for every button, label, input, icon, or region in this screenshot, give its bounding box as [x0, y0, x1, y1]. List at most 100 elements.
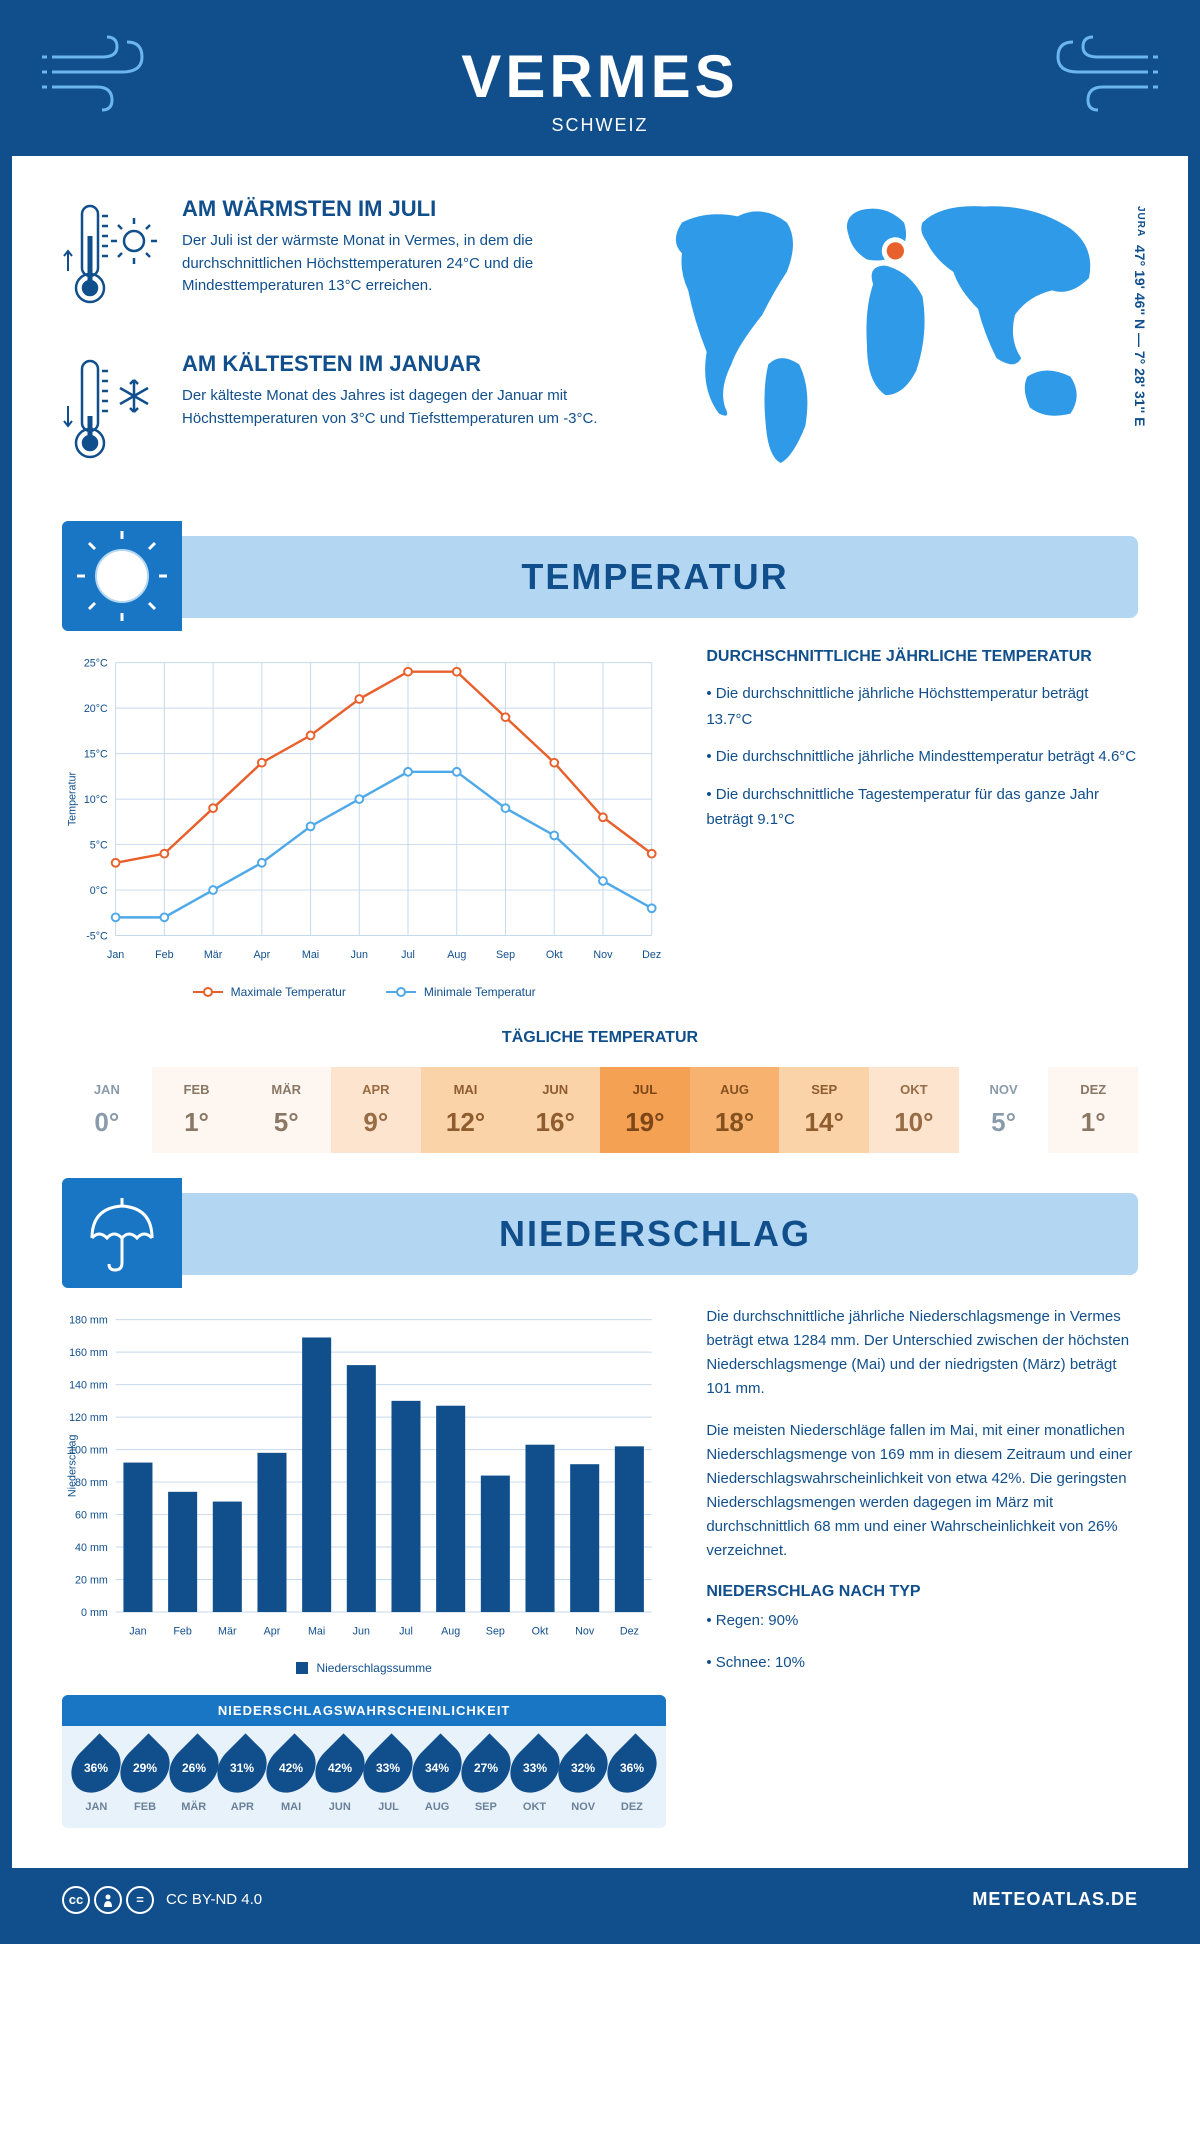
daily-temp-cell: JUN16° [510, 1067, 600, 1153]
daily-temp-cell: MAI12° [421, 1067, 511, 1153]
temp-bullet: • Die durchschnittliche jährliche Höchst… [706, 681, 1138, 732]
prob-cell: 27%SEP [462, 1741, 511, 1813]
page-header: VERMES SCHWEIZ [12, 12, 1188, 156]
warmest-title: AM WÄRMSTEN IM JULI [182, 196, 605, 222]
precipitation-section-header: NIEDERSCHLAG [62, 1193, 1138, 1275]
coldest-text: Der kälteste Monat des Jahres ist dagege… [182, 385, 605, 430]
thermometer-hot-icon [62, 196, 162, 321]
wind-icon [42, 32, 162, 117]
svg-text:Okt: Okt [532, 1625, 549, 1637]
svg-text:0 mm: 0 mm [81, 1607, 108, 1619]
svg-text:Okt: Okt [546, 949, 563, 961]
prob-cell: 33%JUL [364, 1741, 413, 1813]
precipitation-heading: NIEDERSCHLAG [202, 1213, 1108, 1255]
cc-license-icons: cc = [62, 1886, 154, 1914]
svg-text:0°C: 0°C [90, 885, 108, 897]
svg-text:120 mm: 120 mm [69, 1412, 108, 1424]
svg-text:80 mm: 80 mm [75, 1477, 108, 1489]
svg-text:Nov: Nov [575, 1625, 595, 1637]
prob-cell: 26%MÄR [169, 1741, 218, 1813]
site-name: METEOATLAS.DE [972, 1889, 1138, 1910]
svg-text:Apr: Apr [264, 1625, 281, 1637]
precipitation-probability-box: NIEDERSCHLAGSWAHRSCHEINLICHKEIT 36%JAN29… [62, 1695, 666, 1828]
svg-text:Feb: Feb [155, 949, 174, 961]
daily-temp-cell: SEP14° [779, 1067, 869, 1153]
temp-info-heading: DURCHSCHNITTLICHE JÄHRLICHE TEMPERATUR [706, 648, 1138, 666]
warmest-fact: AM WÄRMSTEN IM JULI Der Juli ist der wär… [62, 196, 605, 321]
svg-text:Mär: Mär [218, 1625, 237, 1637]
prob-cell: 42%MAI [267, 1741, 316, 1813]
page-footer: cc = CC BY-ND 4.0 METEOATLAS.DE [12, 1868, 1188, 1932]
precip-snow: • Schnee: 10% [706, 1651, 1138, 1675]
prob-heading: NIEDERSCHLAGSWAHRSCHEINLICHKEIT [62, 1695, 666, 1726]
wind-icon [1038, 32, 1158, 117]
daily-temp-cell: JUL19° [600, 1067, 690, 1153]
daily-temp-cell: JAN0° [62, 1067, 152, 1153]
thermometer-cold-icon [62, 351, 162, 476]
daily-temp-cell: MÄR5° [241, 1067, 331, 1153]
svg-text:180 mm: 180 mm [69, 1314, 108, 1326]
svg-text:Dez: Dez [620, 1625, 639, 1637]
prob-cell: 34%AUG [413, 1741, 462, 1813]
svg-text:160 mm: 160 mm [69, 1347, 108, 1359]
legend-max: .legend-item:nth-child(1) .legend-line::… [193, 985, 346, 999]
legend-precip: Niederschlagssumme [296, 1661, 431, 1675]
svg-text:Jun: Jun [351, 949, 368, 961]
temperature-section-header: TEMPERATUR [62, 536, 1138, 618]
svg-text:Apr: Apr [253, 949, 270, 961]
svg-text:Nov: Nov [593, 949, 613, 961]
svg-text:25°C: 25°C [84, 658, 108, 670]
svg-text:10°C: 10°C [84, 794, 108, 806]
prob-cell: 31%APR [218, 1741, 267, 1813]
world-map-icon [645, 196, 1138, 446]
svg-text:60 mm: 60 mm [75, 1509, 108, 1521]
svg-text:20°C: 20°C [84, 703, 108, 715]
coldest-fact: AM KÄLTESTEN IM JANUAR Der kälteste Mona… [62, 351, 605, 476]
daily-temp-cell: APR9° [331, 1067, 421, 1153]
daily-temp-heading: TÄGLICHE TEMPERATUR [62, 1029, 1138, 1047]
daily-temp-cell: FEB1° [152, 1067, 242, 1153]
intro-section: AM WÄRMSTEN IM JULI Der Juli ist der wär… [12, 156, 1188, 536]
precipitation-info: Die durchschnittliche jährliche Niedersc… [706, 1305, 1138, 1828]
svg-text:Jul: Jul [399, 1625, 413, 1637]
svg-text:Niederschlag: Niederschlag [67, 1434, 79, 1497]
prob-cell: 29%FEB [121, 1741, 170, 1813]
precipitation-bar-chart: 0 mm20 mm40 mm60 mm80 mm100 mm120 mm140 … [62, 1305, 666, 1675]
svg-text:Mär: Mär [204, 949, 223, 961]
daily-temp-cell: AUG18° [690, 1067, 780, 1153]
prob-cell: 36%DEZ [608, 1741, 657, 1813]
svg-text:40 mm: 40 mm [75, 1542, 108, 1554]
svg-text:20 mm: 20 mm [75, 1574, 108, 1586]
precip-rain: • Regen: 90% [706, 1609, 1138, 1633]
prob-cell: 36%JAN [72, 1741, 121, 1813]
svg-text:Jun: Jun [353, 1625, 370, 1637]
svg-text:Jan: Jan [129, 1625, 146, 1637]
svg-text:140 mm: 140 mm [69, 1379, 108, 1391]
svg-text:Sep: Sep [496, 949, 515, 961]
svg-text:Aug: Aug [441, 1625, 460, 1637]
coldest-title: AM KÄLTESTEN IM JANUAR [182, 351, 605, 377]
svg-text:Jul: Jul [401, 949, 415, 961]
daily-temp-cell: NOV5° [959, 1067, 1049, 1153]
prob-cell: 33%OKT [510, 1741, 559, 1813]
svg-text:15°C: 15°C [84, 748, 108, 760]
location-country: SCHWEIZ [32, 115, 1168, 136]
precip-para-2: Die meisten Niederschläge fallen im Mai,… [706, 1419, 1138, 1563]
precip-type-heading: NIEDERSCHLAG NACH TYP [706, 1583, 1138, 1601]
svg-text:Mai: Mai [302, 949, 319, 961]
daily-temperature-table: TÄGLICHE TEMPERATUR JAN0°FEB1°MÄR5°APR9°… [12, 1029, 1188, 1193]
prob-cell: 42%JUN [315, 1741, 364, 1813]
temperature-line-chart: -5°C0°C5°C10°C15°C20°C25°CJanFebMärAprMa… [62, 648, 666, 999]
svg-text:Mai: Mai [308, 1625, 325, 1637]
warmest-text: Der Juli ist der wärmste Monat in Vermes… [182, 230, 605, 298]
sun-icon [62, 521, 182, 631]
legend-min: .legend-item:nth-child(2) .legend-line::… [386, 985, 536, 999]
temp-bullet: • Die durchschnittliche jährliche Mindes… [706, 744, 1138, 770]
temp-bullet: • Die durchschnittliche Tagestemperatur … [706, 782, 1138, 833]
svg-text:Sep: Sep [486, 1625, 505, 1637]
temperature-heading: TEMPERATUR [202, 556, 1108, 598]
svg-text:-5°C: -5°C [86, 930, 108, 942]
coordinates: JURA 47° 19' 46'' N — 7° 28' 31'' E [1132, 206, 1148, 426]
temperature-info: DURCHSCHNITTLICHE JÄHRLICHE TEMPERATUR •… [706, 648, 1138, 999]
daily-temp-cell: DEZ1° [1048, 1067, 1138, 1153]
